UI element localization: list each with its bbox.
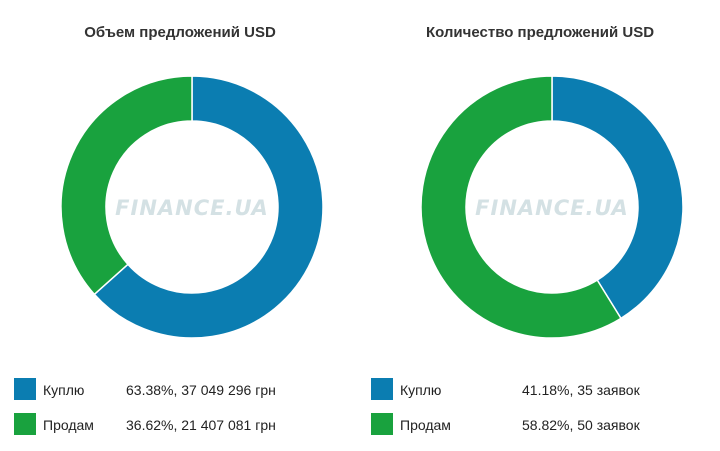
donut-chart-count: FINANCE.UA	[420, 75, 684, 339]
legend-item-buy: Куплю 41.18%, 35 заявок	[371, 378, 711, 404]
legend-swatch-sell	[14, 413, 36, 435]
legend-item-sell: Продам 58.82%, 50 заявок	[371, 413, 711, 439]
donut-slice-buy	[93, 75, 324, 339]
legend-swatch-buy	[14, 378, 36, 400]
legend-value: 41.18%, 35 заявок	[522, 382, 640, 398]
donut-slice-buy	[551, 75, 684, 320]
watermark-logo: FINANCE.UA	[475, 196, 629, 220]
chart-panel-count: Количество предложений USD FINANCE.UA Ку…	[360, 0, 720, 451]
legend-label: Куплю	[43, 382, 85, 398]
chart-panel-volume: Объем предложений USD FINANCE.UA Куплю 6…	[14, 24, 344, 439]
chart-title: Количество предложений USD	[425, 24, 655, 41]
donut-slice-sell	[420, 75, 622, 339]
legend-value: 36.62%, 21 407 081 грн	[126, 417, 276, 433]
donut-slice-sell	[60, 75, 193, 296]
legend-swatch-buy	[371, 378, 393, 400]
legend-label: Продам	[400, 417, 451, 433]
donut-chart-volume: FINANCE.UA	[60, 75, 324, 339]
legend-label: Куплю	[400, 382, 442, 398]
legend-item-sell: Продам 36.62%, 21 407 081 грн	[14, 413, 344, 439]
chart-title: Объем предложений USD	[84, 24, 276, 41]
legend-item-buy: Куплю 63.38%, 37 049 296 грн	[14, 378, 344, 404]
legend-swatch-sell	[371, 413, 393, 435]
legend-value: 63.38%, 37 049 296 грн	[126, 382, 276, 398]
watermark-logo: FINANCE.UA	[115, 196, 269, 220]
legend-label: Продам	[43, 417, 94, 433]
legend-value: 58.82%, 50 заявок	[522, 417, 640, 433]
